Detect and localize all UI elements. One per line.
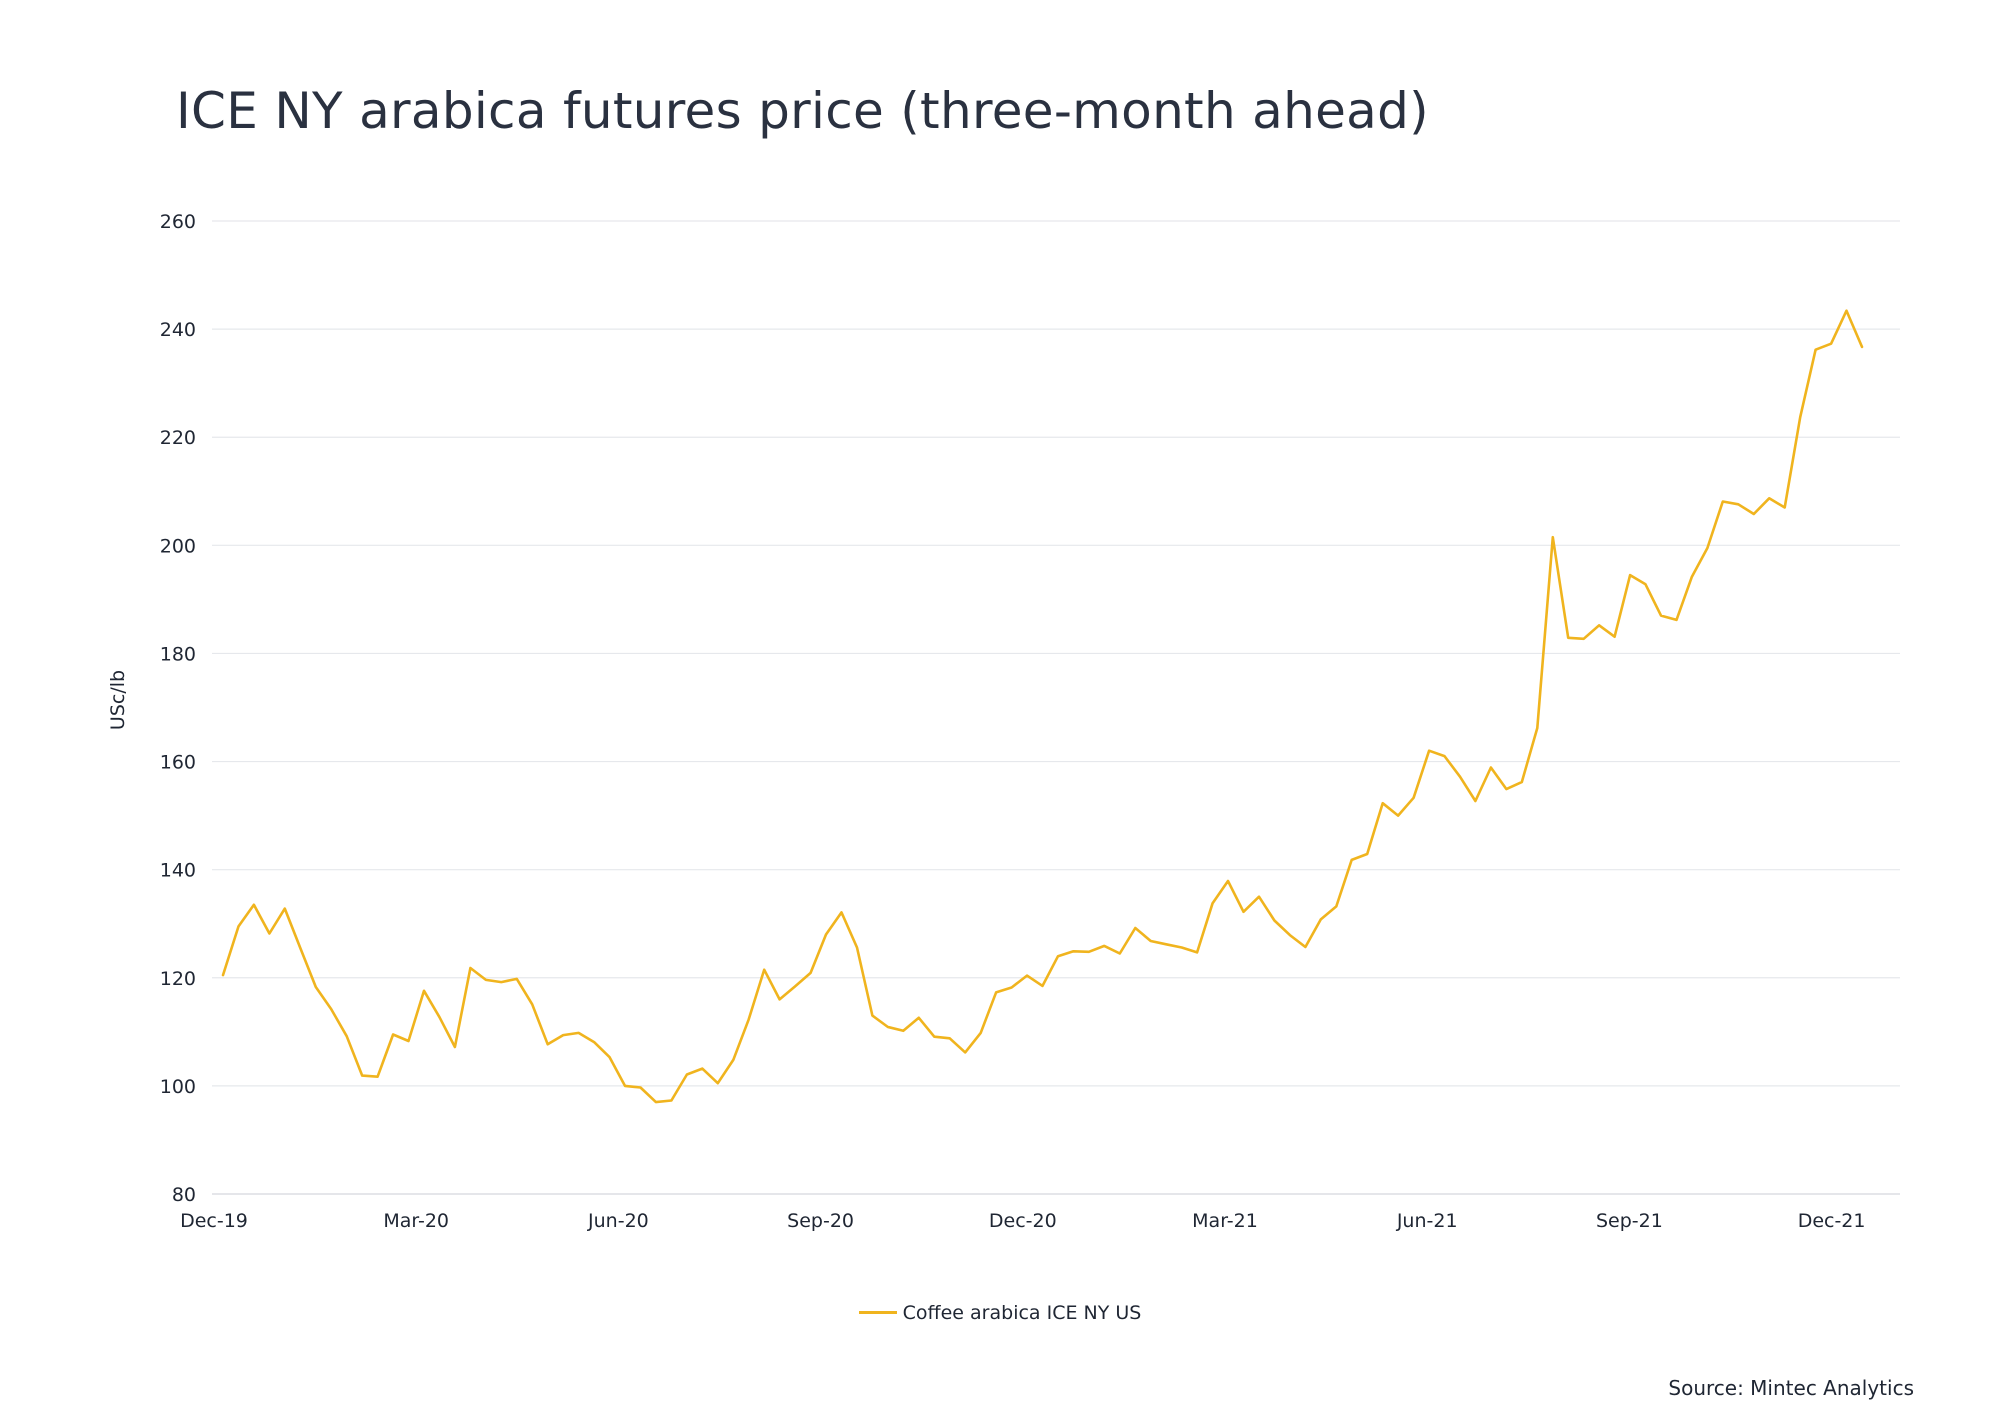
y-tick-label: 260 <box>160 211 196 233</box>
x-tick-label: Sep-20 <box>787 1210 854 1232</box>
x-tick-label: Dec-21 <box>1798 1210 1866 1232</box>
y-tick-label: 200 <box>160 535 196 557</box>
y-tick-label: 220 <box>160 427 196 449</box>
series-line <box>221 309 1864 1104</box>
x-tick-label: Jun-21 <box>1396 1210 1458 1232</box>
y-tick-label: 100 <box>160 1076 196 1098</box>
x-tick-label: Mar-21 <box>1192 1210 1258 1232</box>
x-tick-label: Jun-20 <box>587 1210 649 1232</box>
chart-title: ICE NY arabica futures price (three-mont… <box>176 82 1429 140</box>
x-tick-label: Dec-20 <box>989 1210 1057 1232</box>
y-axis-label: USc/lb <box>107 670 129 730</box>
legend-swatch <box>858 1311 897 1314</box>
legend-item: Coffee arabica ICE NY US <box>858 1301 1142 1324</box>
legend-label: Coffee arabica ICE NY US <box>902 1301 1142 1324</box>
y-tick-label: 80 <box>172 1184 196 1206</box>
y-tick-label: 240 <box>160 319 196 341</box>
y-tick-label: 160 <box>160 752 196 774</box>
x-tick-labels: Dec-19 Mar-20 Jun-20 Sep-20 Dec-20 Mar-21 Jun-… <box>180 1210 1865 1232</box>
x-tick-label: Mar-20 <box>383 1210 449 1232</box>
legend: Coffee arabica ICE NY US <box>0 1297 2000 1324</box>
x-tick-label: Dec-19 <box>180 1210 248 1232</box>
series-group <box>221 309 1864 1104</box>
y-tick-labels: 80 100 120 140 160 180 200 220 240 260 <box>160 211 196 1206</box>
y-tick-label: 120 <box>160 968 196 990</box>
y-tick-label: 140 <box>160 860 196 882</box>
gridlines <box>212 220 1900 1195</box>
y-tick-label: 180 <box>160 643 196 665</box>
source-note: Source: Mintec Analytics <box>1668 1376 1914 1400</box>
x-tick-label: Sep-21 <box>1596 1210 1663 1232</box>
